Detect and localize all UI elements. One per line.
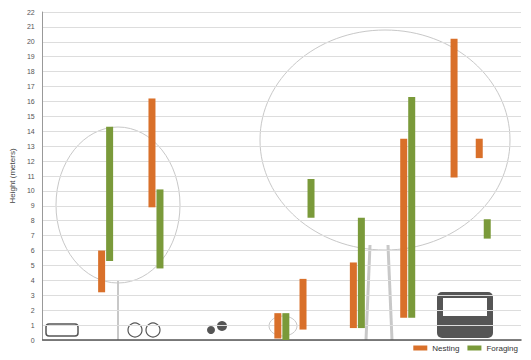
svg-text:0: 0	[31, 337, 35, 344]
svg-text:21: 21	[27, 23, 35, 30]
svg-text:11: 11	[27, 173, 34, 180]
svg-text:Height (meters): Height (meters)	[8, 148, 17, 203]
svg-text:7: 7	[31, 232, 35, 239]
svg-text:10: 10	[27, 187, 35, 194]
svg-text:8: 8	[31, 217, 35, 224]
svg-text:13: 13	[27, 143, 35, 150]
svg-text:17: 17	[27, 83, 35, 90]
svg-text:22: 22	[27, 9, 35, 16]
svg-text:5: 5	[31, 262, 35, 269]
svg-text:15: 15	[27, 113, 35, 120]
svg-text:12: 12	[27, 158, 35, 165]
svg-text:6: 6	[31, 247, 35, 254]
svg-text:18: 18	[27, 68, 35, 75]
svg-text:Nesting: Nesting	[432, 344, 459, 353]
svg-text:20: 20	[27, 38, 35, 45]
svg-text:Foraging: Foraging	[486, 344, 518, 353]
svg-text:19: 19	[27, 53, 35, 60]
svg-text:16: 16	[27, 98, 35, 105]
svg-text:4: 4	[31, 277, 35, 284]
svg-text:1: 1	[31, 322, 35, 329]
svg-text:3: 3	[31, 292, 35, 299]
svg-text:9: 9	[31, 202, 35, 209]
svg-text:2: 2	[31, 307, 35, 314]
svg-text:14: 14	[27, 128, 35, 135]
